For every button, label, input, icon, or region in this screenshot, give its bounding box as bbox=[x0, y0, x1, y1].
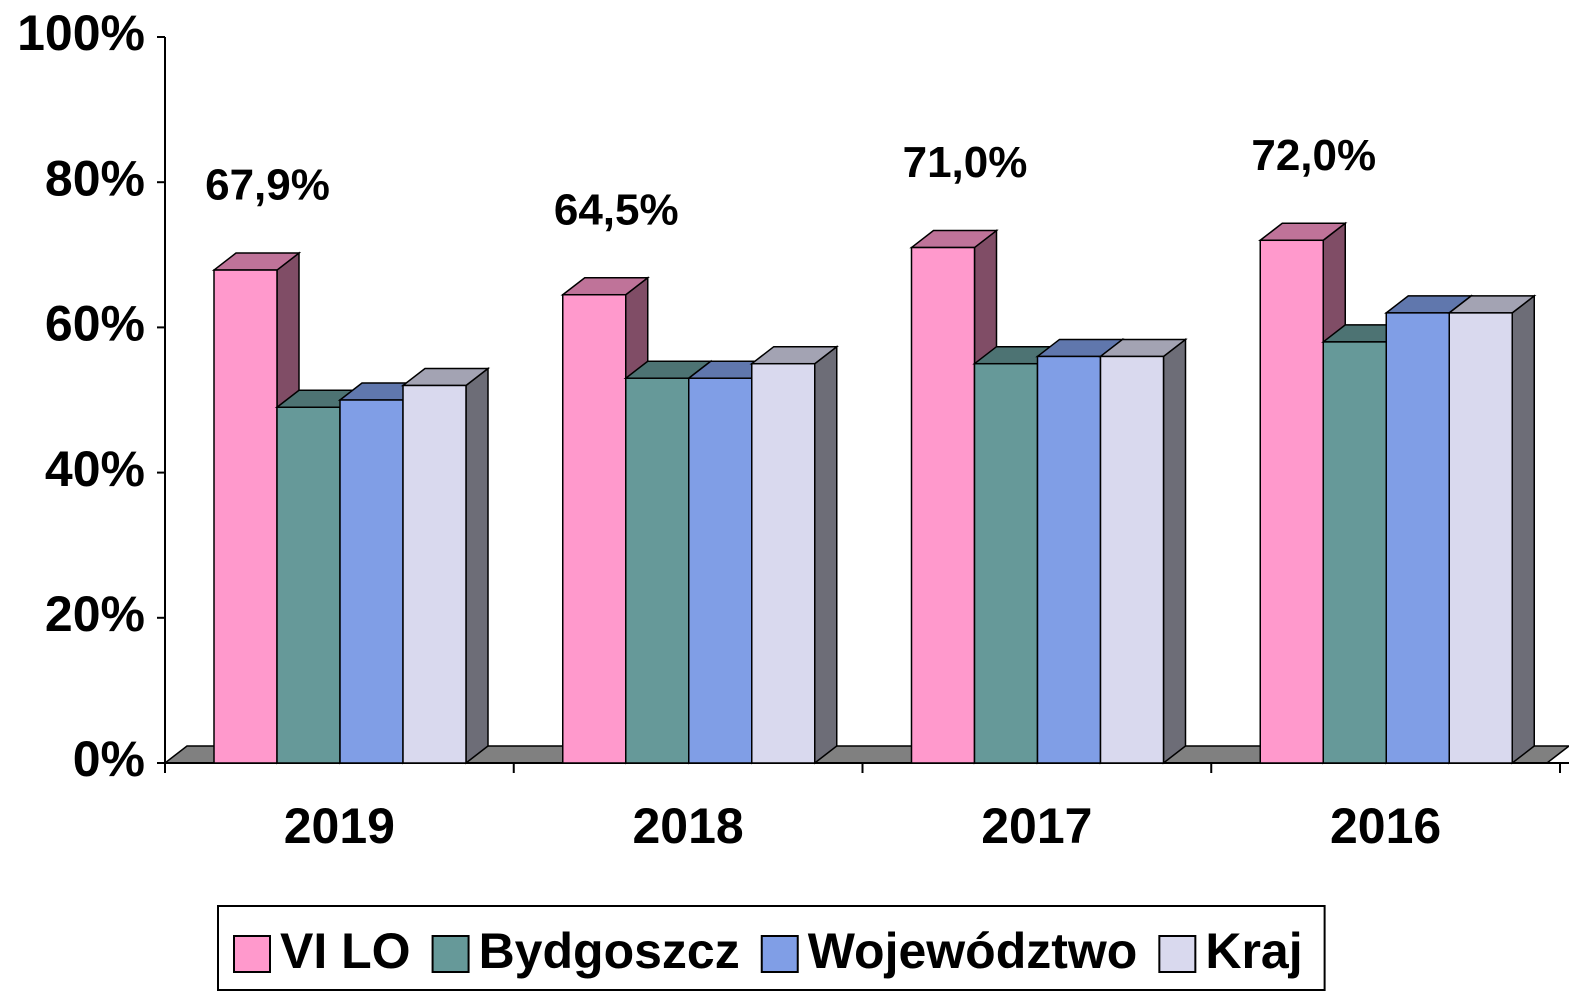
legend-swatch bbox=[1158, 935, 1197, 973]
bar-front bbox=[1099, 355, 1165, 764]
legend: VI LO Bydgoszcz Województwo Kraj bbox=[217, 905, 1326, 991]
y-tick-label: 60% bbox=[45, 296, 145, 352]
legend-swatch bbox=[233, 935, 271, 973]
bar-front bbox=[688, 377, 753, 764]
legend-swatch bbox=[431, 935, 470, 973]
bar bbox=[400, 366, 491, 765]
y-tick-label: 20% bbox=[45, 586, 145, 642]
value-label: 72,0% bbox=[1251, 131, 1376, 180]
bar-front bbox=[339, 399, 404, 764]
bar-front bbox=[910, 246, 976, 764]
y-tick-label: 0% bbox=[73, 731, 145, 787]
bar-front bbox=[1448, 312, 1513, 764]
bar bbox=[749, 345, 839, 765]
bar-side bbox=[465, 366, 489, 765]
x-tick-label: 2017 bbox=[981, 798, 1092, 854]
bar-front bbox=[1036, 355, 1102, 764]
bar bbox=[1098, 337, 1188, 765]
bar-front bbox=[213, 269, 278, 764]
bar-front bbox=[1322, 341, 1387, 764]
bar-front bbox=[1259, 239, 1324, 764]
x-tick-label: 2018 bbox=[633, 798, 744, 854]
bar-front bbox=[1385, 312, 1450, 764]
bar-front bbox=[402, 384, 467, 764]
legend-label: Województwo bbox=[808, 923, 1138, 979]
bar-front bbox=[276, 406, 341, 764]
legend-label: Bydgoszcz bbox=[479, 923, 740, 979]
x-tick-label: 2016 bbox=[1330, 798, 1441, 854]
y-tick-label: 100% bbox=[17, 5, 145, 61]
y-tick-label: 80% bbox=[45, 150, 145, 206]
value-label: 67,9% bbox=[205, 161, 330, 210]
legend-label: VI LO bbox=[280, 923, 411, 979]
value-label: 64,5% bbox=[554, 185, 679, 234]
bar-front bbox=[562, 293, 627, 764]
value-label: 71,0% bbox=[903, 138, 1028, 187]
bar-front bbox=[973, 362, 1039, 764]
x-tick-label: 2019 bbox=[284, 798, 395, 854]
bar-side bbox=[1162, 337, 1187, 765]
legend-label: Kraj bbox=[1205, 923, 1302, 979]
legend-swatch bbox=[760, 935, 799, 973]
bar-side bbox=[814, 345, 838, 765]
bar bbox=[1447, 294, 1537, 765]
bar-side bbox=[1511, 294, 1535, 765]
bar-front bbox=[751, 362, 816, 764]
bar-front bbox=[625, 377, 690, 764]
y-tick-label: 40% bbox=[45, 441, 145, 497]
